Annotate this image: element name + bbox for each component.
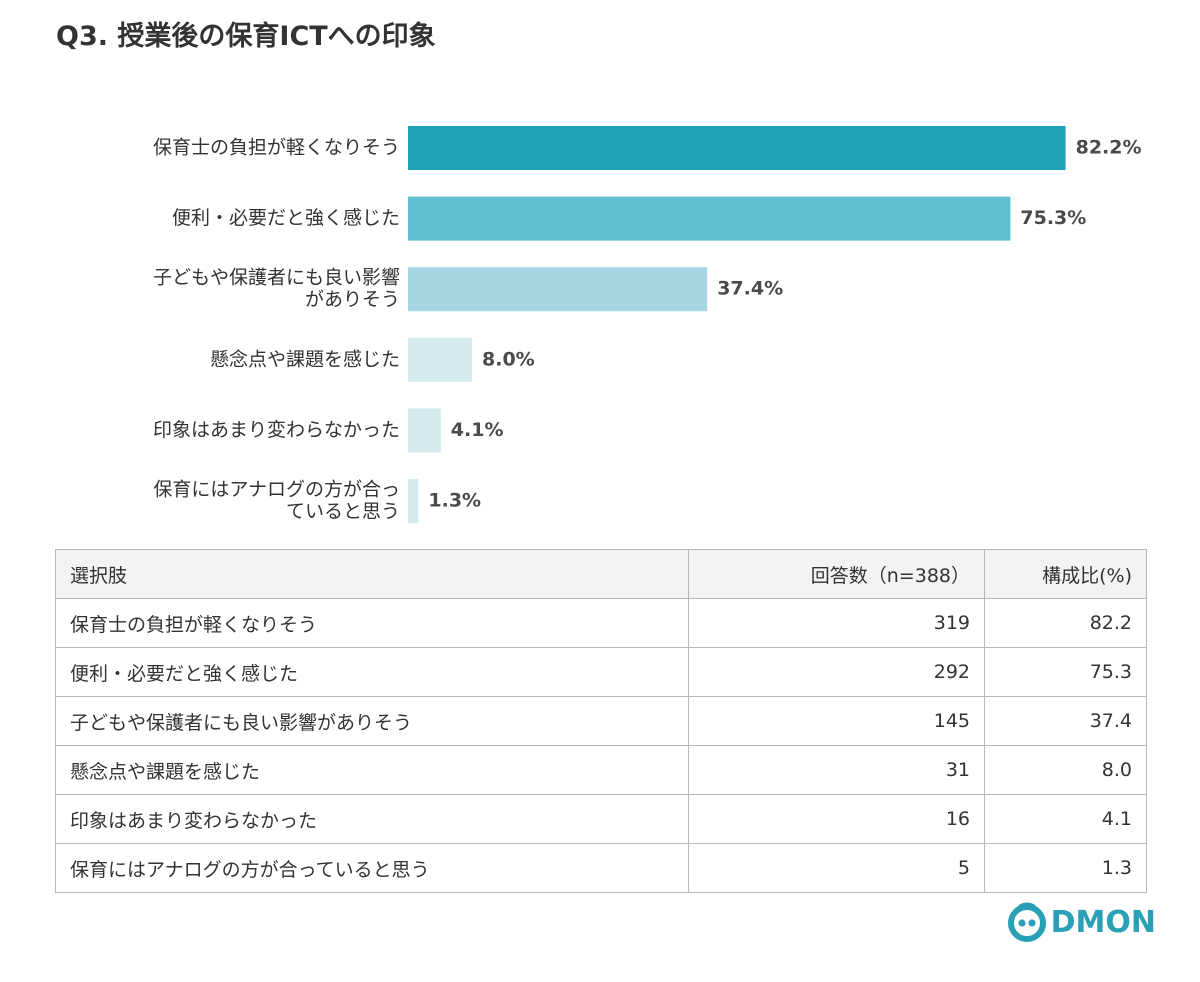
table-cell-choice: 子どもや保護者にも良い影響がありそう [55, 696, 689, 746]
category-label: 保育にはアナログの方が合っ [153, 479, 400, 501]
table-header-row: 選択肢 回答数（n=388） 構成比(%) [55, 549, 1147, 599]
table-row: 子どもや保護者にも良い影響がありそう 145 37.4 [55, 696, 1147, 746]
table-cell-choice: 便利・必要だと強く感じた [55, 647, 689, 697]
value-label: 8.0% [482, 348, 535, 370]
table-cell-count: 319 [688, 598, 985, 648]
table-cell-choice: 懸念点や課題を感じた [55, 745, 689, 795]
codmon-logo: DMON [1007, 902, 1156, 942]
category-label: がありそう [305, 289, 400, 311]
bar [408, 267, 708, 312]
value-label: 75.3% [1020, 207, 1086, 229]
table-row: 便利・必要だと強く感じた 292 75.3 [55, 647, 1147, 697]
value-label: 82.2% [1076, 137, 1142, 159]
table-cell-ratio: 82.2 [984, 598, 1147, 648]
bar [408, 479, 419, 523]
table-row: 保育にはアナログの方が合っていると思う 5 1.3 [55, 843, 1147, 893]
codmon-logo-mark-icon [1007, 902, 1046, 942]
table-header-count: 回答数（n=388） [688, 549, 985, 599]
table-cell-count: 292 [688, 647, 985, 697]
bar [408, 126, 1066, 170]
table-row: 保育士の負担が軽くなりそう 319 82.2 [55, 598, 1147, 648]
category-label: 印象はあまり変わらなかった [153, 419, 400, 441]
codmon-logo-text: DMON [1050, 904, 1156, 940]
table-cell-choice: 印象はあまり変わらなかった [55, 794, 689, 844]
table-cell-count: 145 [688, 696, 985, 746]
bar [408, 408, 441, 453]
value-label: 37.4% [717, 278, 783, 300]
category-label: 子どもや保護者にも良い影響 [153, 267, 400, 289]
table-cell-ratio: 8.0 [984, 745, 1147, 795]
table-row: 印象はあまり変わらなかった 16 4.1 [55, 794, 1147, 844]
table-cell-count: 16 [688, 794, 985, 844]
category-label: ていると思う [286, 501, 400, 523]
bar-chart: 保育士の負担が軽くなりそう 82.2% 便利・必要だと強く感じた 75.3% 子どもや保… [153, 126, 1142, 523]
table-cell-choice: 保育士の負担が軽くなりそう [55, 598, 689, 648]
category-label: 懸念点や課題を感じた [210, 347, 400, 370]
table-cell-ratio: 1.3 [984, 843, 1147, 893]
bar [408, 337, 472, 382]
table-header-ratio: 構成比(%) [984, 549, 1147, 599]
table-cell-ratio: 37.4 [984, 696, 1147, 746]
table-cell-count: 31 [688, 745, 985, 795]
table-cell-count: 5 [688, 843, 985, 893]
chart-title: Q3. 授業後の保育ICTへの印象 [56, 21, 436, 52]
table-cell-ratio: 75.3 [984, 647, 1147, 697]
table-cell-choice: 保育にはアナログの方が合っていると思う [55, 843, 689, 893]
table-row: 懸念点や課題を感じた 31 8.0 [55, 745, 1147, 795]
table-header-choice: 選択肢 [55, 549, 689, 599]
data-table: 選択肢 回答数（n=388） 構成比(%) 保育士の負担が軽くなりそう 319 … [55, 549, 1147, 893]
category-label: 保育士の負担が軽くなりそう [153, 137, 400, 159]
table-cell-ratio: 4.1 [984, 794, 1147, 844]
value-label: 1.3% [428, 490, 481, 512]
category-label: 便利・必要だと強く感じた [172, 207, 400, 229]
bar [408, 196, 1011, 241]
value-label: 4.1% [451, 419, 504, 441]
